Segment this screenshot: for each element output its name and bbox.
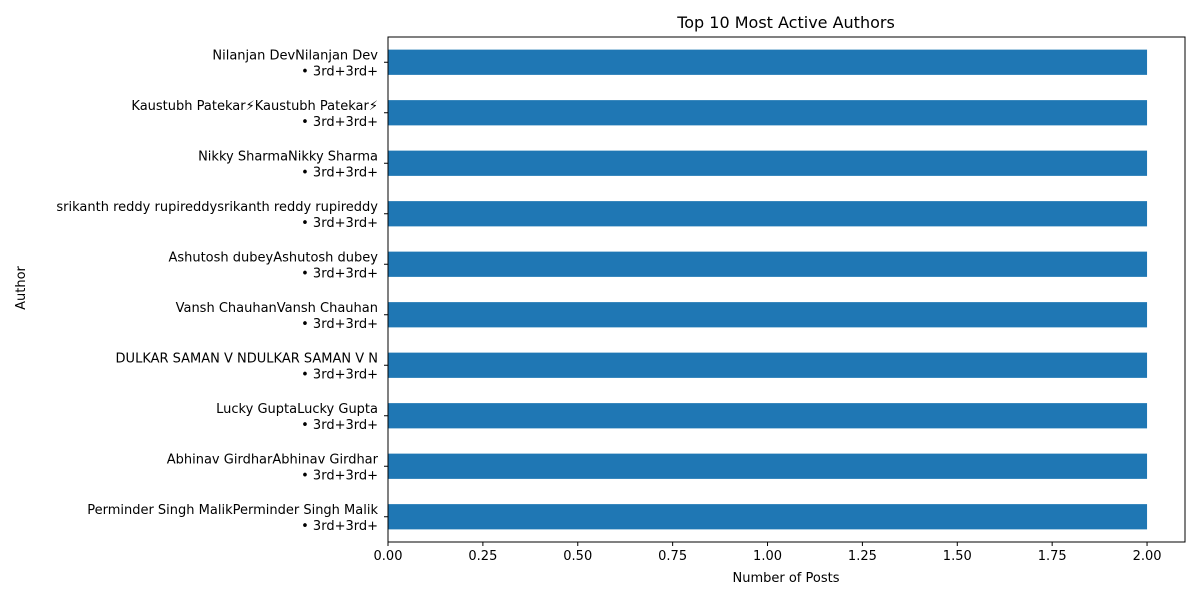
x-tick-label: 1.75 [1038, 549, 1067, 564]
x-tick-label: 0.50 [563, 549, 592, 564]
y-tick-label: srikanth reddy rupireddysrikanth reddy r… [56, 200, 378, 215]
y-tick-label: • 3rd+3rd+ [301, 165, 378, 180]
bar [388, 302, 1148, 328]
y-axis-label: Author [14, 265, 29, 309]
y-tick-label: Lucky GuptaLucky Gupta [216, 402, 378, 417]
bar [388, 201, 1148, 227]
bar [388, 352, 1148, 378]
bar [388, 403, 1148, 429]
y-tick-label: • 3rd+3rd+ [301, 519, 378, 534]
bar [388, 504, 1148, 530]
bar [388, 150, 1148, 176]
bar [388, 100, 1148, 126]
x-tick-label: 0.00 [374, 549, 403, 564]
y-tick-label: DULKAR SAMAN V NDULKAR SAMAN V N [116, 351, 378, 366]
y-tick-label: Nilanjan DevNilanjan Dev [212, 48, 378, 63]
chart-title: Top 10 Most Active Authors [676, 13, 895, 32]
y-tick-label: Nikky SharmaNikky Sharma [198, 149, 378, 164]
y-tick-label: • 3rd+3rd+ [301, 266, 378, 281]
y-tick-label: • 3rd+3rd+ [301, 367, 378, 382]
x-axis-label: Number of Posts [733, 571, 840, 586]
y-tick-label: Perminder Singh MalikPerminder Singh Mal… [87, 503, 378, 518]
x-tick-label: 0.25 [468, 549, 497, 564]
y-tick-label: • 3rd+3rd+ [301, 64, 378, 79]
plot-frame [387, 36, 1186, 543]
bar [388, 453, 1148, 479]
x-tick-label: 1.50 [943, 549, 972, 564]
x-tick-label: 1.00 [753, 549, 782, 564]
y-tick-label: • 3rd+3rd+ [301, 418, 378, 433]
y-axis: Perminder Singh MalikPerminder Singh Mal… [56, 48, 388, 534]
x-tick-label: 1.25 [848, 549, 877, 564]
y-tick-label: • 3rd+3rd+ [301, 115, 378, 130]
y-tick-label: Vansh ChauhanVansh Chauhan [176, 301, 378, 316]
y-tick-label: • 3rd+3rd+ [301, 317, 378, 332]
x-tick-label: 2.00 [1133, 549, 1162, 564]
y-tick-label: Abhinav GirdharAbhinav Girdhar [167, 452, 379, 467]
y-tick-label: • 3rd+3rd+ [301, 468, 378, 483]
bar [388, 49, 1148, 75]
x-tick-label: 0.75 [658, 549, 687, 564]
x-axis: 0.00 0.25 0.50 0.75 1.00 1.25 1.50 1.75 2.00 [374, 542, 1162, 564]
bars-group [388, 49, 1148, 530]
y-tick-label: Ashutosh dubeyAshutosh dubey [168, 250, 378, 265]
bar [388, 251, 1148, 277]
y-tick-label: Kaustubh Patekar⚡Kaustubh Patekar⚡ [131, 99, 378, 114]
y-tick-label: • 3rd+3rd+ [301, 216, 378, 231]
